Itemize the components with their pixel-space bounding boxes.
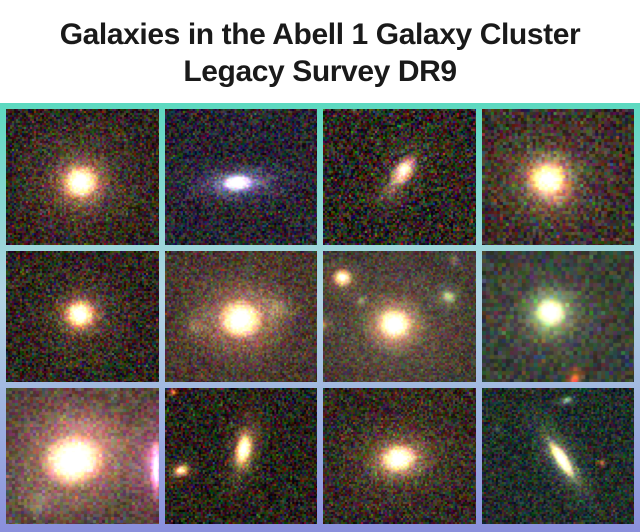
galaxy-cutout-r3c2 [164,388,317,524]
galaxy-cutout-r2c3 [323,251,476,382]
galaxy-cutout-r2c1 [6,251,159,382]
galaxy-cutout-r1c1 [6,109,159,245]
galaxy-cutout-r3c4 [481,388,634,524]
title-line-2: Legacy Survey DR9 [183,54,457,88]
title-line-1: Galaxies in the Abell 1 Galaxy Cluster [59,17,581,51]
page-title: Galaxies in the Abell 1 Galaxy Cluster L… [0,0,640,103]
galaxy-cutout-r2c4 [481,251,634,382]
galaxy-cutout-r2c2 [164,251,317,382]
galaxy-cutout-r3c1 [6,388,159,524]
galaxy-grid [0,103,640,532]
galaxy-cutout-r1c3 [323,109,476,245]
galaxy-cutout-r3c3 [323,388,476,524]
galaxy-cutout-r1c4 [481,109,634,245]
galaxy-cutout-r1c2 [164,109,317,245]
